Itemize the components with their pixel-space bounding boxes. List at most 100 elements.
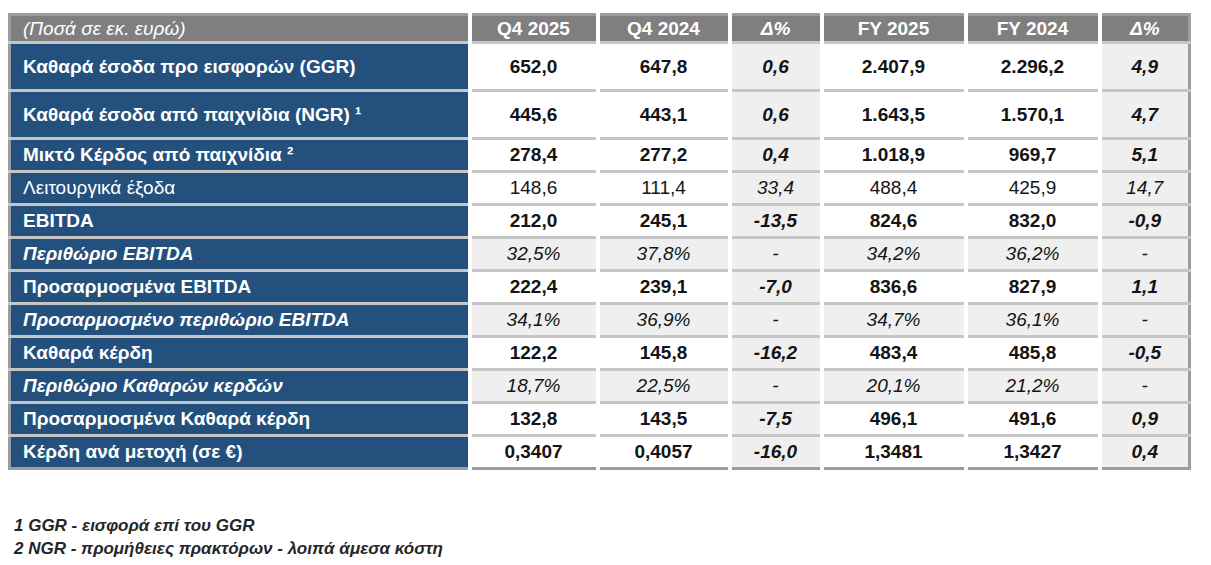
table-row-gross-profit: Μικτό Κέρδος από παιχνίδια ² 278,4 277,2… <box>10 139 1190 172</box>
cell-delta-fy: - <box>1100 304 1190 337</box>
cell-delta-fy: - <box>1100 370 1190 403</box>
cell-q4-2024: 443,1 <box>598 91 730 139</box>
col-header-fy-2025: FY 2025 <box>822 15 966 43</box>
row-label: Καθαρά έσοδα από παιχνίδια (NGR) ¹ <box>10 91 470 139</box>
cell-q4-2024: 111,4 <box>598 172 730 205</box>
cell-delta-q4: 33,4 <box>730 172 822 205</box>
footnote-2: 2 NGR - προμήθειες πρακτόρων - λοιπά άμε… <box>14 537 1114 560</box>
row-label: Καθαρά κέρδη <box>10 337 470 370</box>
cell-q4-2024: 245,1 <box>598 205 730 238</box>
cell-fy-2025: 836,6 <box>822 271 966 304</box>
col-header-q4-2024: Q4 2024 <box>598 15 730 43</box>
cell-delta-fy: 5,1 <box>1100 139 1190 172</box>
cell-delta-q4: -16,0 <box>730 436 822 469</box>
cell-fy-2024: 1.570,1 <box>966 91 1100 139</box>
cell-delta-fy: -0,9 <box>1100 205 1190 238</box>
cell-fy-2024: 832,0 <box>966 205 1100 238</box>
cell-fy-2025: 1.643,5 <box>822 91 966 139</box>
table-row-eps: Κέρδη ανά μετοχή (σε €) 0,3407 0,4057 -1… <box>10 436 1190 469</box>
cell-delta-q4: - <box>730 238 822 271</box>
cell-delta-fy: 0,4 <box>1100 436 1190 469</box>
cell-delta-fy: - <box>1100 238 1190 271</box>
cell-q4-2025: 18,7% <box>470 370 598 403</box>
table-row-ngr: Καθαρά έσοδα από παιχνίδια (NGR) ¹ 445,6… <box>10 91 1190 139</box>
cell-delta-fy: 0,9 <box>1100 403 1190 436</box>
cell-q4-2025: 148,6 <box>470 172 598 205</box>
cell-delta-q4: 0,6 <box>730 43 822 91</box>
footnotes: 1 GGR - εισφορά επί του GGR 2 NGR - προμ… <box>14 514 1114 560</box>
cell-delta-q4: - <box>730 370 822 403</box>
cell-q4-2024: 647,8 <box>598 43 730 91</box>
cell-q4-2025: 445,6 <box>470 91 598 139</box>
cell-q4-2025: 222,4 <box>470 271 598 304</box>
cell-fy-2025: 1.018,9 <box>822 139 966 172</box>
row-label: Λειτουργικά έξοδα <box>10 172 470 205</box>
cell-fy-2024: 969,7 <box>966 139 1100 172</box>
cell-delta-q4: 0,6 <box>730 91 822 139</box>
cell-q4-2025: 212,0 <box>470 205 598 238</box>
col-header-delta-q4: Δ% <box>730 15 822 43</box>
cell-delta-fy: 4,9 <box>1100 43 1190 91</box>
col-header-delta-fy: Δ% <box>1100 15 1190 43</box>
table-row-ebitda: EBITDA 212,0 245,1 -13,5 824,6 832,0 -0,… <box>10 205 1190 238</box>
cell-delta-fy: 14,7 <box>1100 172 1190 205</box>
cell-fy-2025: 483,4 <box>822 337 966 370</box>
cell-fy-2025: 34,7% <box>822 304 966 337</box>
cell-fy-2024: 2.296,2 <box>966 43 1100 91</box>
row-label: Προσαρμοσμένα Καθαρά κέρδη <box>10 403 470 436</box>
table-row-ebitda-margin: Περιθώριο EBITDA 32,5% 37,8% - 34,2% 36,… <box>10 238 1190 271</box>
row-label: Περιθώριο EBITDA <box>10 238 470 271</box>
cell-q4-2025: 652,0 <box>470 43 598 91</box>
financial-results-table: (Ποσά σε εκ. ευρώ) Q4 2025 Q4 2024 Δ% FY… <box>8 13 1191 470</box>
table-row-adjusted-ebitda: Προσαρμοσμένα EBITDA 222,4 239,1 -7,0 83… <box>10 271 1190 304</box>
cell-q4-2025: 132,8 <box>470 403 598 436</box>
cell-q4-2025: 32,5% <box>470 238 598 271</box>
col-header-q4-2025: Q4 2025 <box>470 15 598 43</box>
row-label: Περιθώριο Καθαρών κερδών <box>10 370 470 403</box>
cell-fy-2025: 824,6 <box>822 205 966 238</box>
cell-q4-2024: 0,4057 <box>598 436 730 469</box>
header-unit-label: (Ποσά σε εκ. ευρώ) <box>10 15 470 43</box>
row-label: Κέρδη ανά μετοχή (σε €) <box>10 436 470 469</box>
cell-q4-2024: 37,8% <box>598 238 730 271</box>
table-row-adjusted-net-profit: Προσαρμοσμένα Καθαρά κέρδη 132,8 143,5 -… <box>10 403 1190 436</box>
cell-q4-2024: 239,1 <box>598 271 730 304</box>
cell-fy-2024: 425,9 <box>966 172 1100 205</box>
cell-fy-2025: 488,4 <box>822 172 966 205</box>
table-row-adjusted-ebitda-margin: Προσαρμοσμένο περιθώριο EBITDA 34,1% 36,… <box>10 304 1190 337</box>
cell-fy-2024: 485,8 <box>966 337 1100 370</box>
cell-fy-2024: 36,2% <box>966 238 1100 271</box>
cell-fy-2024: 491,6 <box>966 403 1100 436</box>
row-label: EBITDA <box>10 205 470 238</box>
cell-q4-2024: 22,5% <box>598 370 730 403</box>
cell-delta-fy: 4,7 <box>1100 91 1190 139</box>
cell-fy-2024: 1,3427 <box>966 436 1100 469</box>
cell-q4-2024: 36,9% <box>598 304 730 337</box>
row-label: Μικτό Κέρδος από παιχνίδια ² <box>10 139 470 172</box>
table-row-net-profit: Καθαρά κέρδη 122,2 145,8 -16,2 483,4 485… <box>10 337 1190 370</box>
row-label: Προσαρμοσμένο περιθώριο EBITDA <box>10 304 470 337</box>
cell-q4-2024: 277,2 <box>598 139 730 172</box>
cell-fy-2025: 1,3481 <box>822 436 966 469</box>
col-header-fy-2024: FY 2024 <box>966 15 1100 43</box>
cell-delta-fy: -0,5 <box>1100 337 1190 370</box>
row-label: Προσαρμοσμένα EBITDA <box>10 271 470 304</box>
table-row-net-profit-margin: Περιθώριο Καθαρών κερδών 18,7% 22,5% - 2… <box>10 370 1190 403</box>
cell-q4-2025: 0,3407 <box>470 436 598 469</box>
table-row-ggr: Καθαρά έσοδα προ εισφορών (GGR) 652,0 64… <box>10 43 1190 91</box>
footnote-1: 1 GGR - εισφορά επί του GGR <box>14 514 1114 537</box>
page: (Ποσά σε εκ. ευρώ) Q4 2025 Q4 2024 Δ% FY… <box>0 0 1211 565</box>
cell-fy-2025: 34,2% <box>822 238 966 271</box>
cell-delta-q4: - <box>730 304 822 337</box>
cell-q4-2024: 145,8 <box>598 337 730 370</box>
cell-delta-fy: 1,1 <box>1100 271 1190 304</box>
row-label: Καθαρά έσοδα προ εισφορών (GGR) <box>10 43 470 91</box>
cell-fy-2024: 827,9 <box>966 271 1100 304</box>
cell-q4-2025: 34,1% <box>470 304 598 337</box>
cell-fy-2025: 496,1 <box>822 403 966 436</box>
cell-delta-q4: -16,2 <box>730 337 822 370</box>
cell-q4-2024: 143,5 <box>598 403 730 436</box>
cell-fy-2024: 36,1% <box>966 304 1100 337</box>
cell-q4-2025: 278,4 <box>470 139 598 172</box>
cell-delta-q4: -7,5 <box>730 403 822 436</box>
